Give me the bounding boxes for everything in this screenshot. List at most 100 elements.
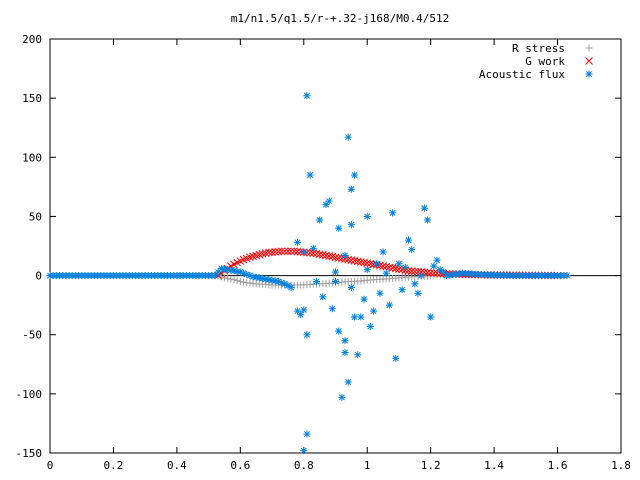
data-point (303, 331, 311, 339)
data-point (300, 447, 308, 455)
data-point (563, 272, 571, 280)
x-tick-label: 1.4 (484, 459, 504, 472)
x-tick-label: 0.6 (230, 459, 250, 472)
data-point (303, 248, 311, 257)
data-point-interp (388, 264, 397, 272)
y-tick-label: 200 (22, 33, 42, 46)
data-point (357, 313, 365, 321)
data-point (287, 283, 295, 291)
data-point-interp (395, 265, 403, 273)
data-point (347, 256, 356, 265)
data-point (300, 248, 308, 256)
data-point (303, 92, 311, 100)
data-point (382, 269, 390, 277)
data-point (353, 257, 362, 266)
data-point (404, 236, 412, 244)
y-tick-label: 50 (29, 210, 42, 223)
data-point (370, 307, 378, 315)
y-tick-label: 100 (22, 151, 42, 164)
x-tick-label: 1 (364, 459, 371, 472)
data-point-interp (312, 249, 321, 258)
data-point (335, 327, 343, 335)
data-point (385, 301, 393, 309)
x-tick-label: 0.2 (104, 459, 124, 472)
data-point-interp (293, 247, 302, 256)
x-tick-label: 0.4 (167, 459, 187, 472)
data-point (230, 276, 238, 284)
data-point (351, 313, 359, 321)
data-point (363, 212, 371, 220)
data-point (328, 252, 337, 261)
data-point (379, 248, 387, 256)
data-point (391, 264, 400, 273)
data-point (376, 289, 384, 297)
legend-label: Acoustic flux (479, 68, 565, 81)
data-point (281, 280, 289, 288)
data-point-interp (318, 251, 327, 259)
data-point-interp (278, 279, 286, 287)
data-point-interp (363, 259, 372, 268)
data-point (366, 259, 375, 268)
x-tick-label: 1.6 (548, 459, 568, 472)
data-point (363, 266, 371, 274)
x-tick-label: 1.2 (421, 459, 441, 472)
data-point (360, 258, 368, 267)
data-point-interp (369, 260, 378, 269)
data-point (328, 305, 336, 313)
data-point (284, 247, 292, 256)
data-point-interp (426, 269, 435, 277)
data-point-interp (287, 247, 295, 256)
data-point (258, 249, 267, 258)
plot-frame (49, 38, 622, 454)
data-point (290, 247, 299, 256)
data-point (309, 244, 317, 252)
data-point (398, 286, 406, 294)
data-point (354, 351, 362, 359)
data-point (417, 272, 425, 280)
data-point-interp (331, 253, 340, 262)
legend-marker (585, 44, 593, 52)
data-point (293, 238, 301, 246)
data-point (341, 348, 349, 356)
data-point-interp (306, 248, 314, 257)
data-point (332, 268, 339, 276)
legend-marker (585, 70, 593, 78)
x-tick-label: 1.8 (611, 459, 631, 472)
data-point (392, 354, 400, 362)
data-point (401, 263, 409, 271)
y-tick-label: -100 (16, 388, 43, 401)
data-point (341, 255, 349, 263)
data-point (334, 253, 343, 262)
data-point (341, 337, 349, 345)
data-point-interp (325, 252, 334, 260)
data-point (236, 268, 244, 276)
data-point (360, 295, 368, 303)
data-point (395, 260, 403, 268)
data-point-interp (280, 247, 289, 256)
data-point (271, 248, 280, 256)
data-point-interp (227, 275, 235, 283)
data-point (347, 185, 355, 193)
data-point (430, 262, 438, 270)
data-point (344, 133, 352, 141)
data-point (316, 216, 324, 224)
data-point (315, 250, 324, 259)
data-point (410, 267, 419, 276)
y-tick-label: 0 (35, 270, 42, 283)
data-point-interp (274, 247, 283, 256)
data-point (433, 256, 441, 264)
data-point (429, 269, 438, 278)
x-tick-label: 0 (47, 459, 54, 472)
data-point (312, 277, 320, 285)
data-point (236, 277, 244, 285)
chart-title: m1/n1.5/q1.5/r-+.32-j168/M0.4/512 (231, 12, 450, 25)
data-point (265, 248, 273, 257)
data-point (366, 322, 374, 330)
data-point (389, 209, 397, 217)
data-point (411, 280, 419, 288)
data-point-interp (344, 255, 353, 264)
data-point (385, 263, 394, 272)
y-tick-label: 150 (22, 92, 42, 105)
data-point-interp (261, 249, 270, 257)
